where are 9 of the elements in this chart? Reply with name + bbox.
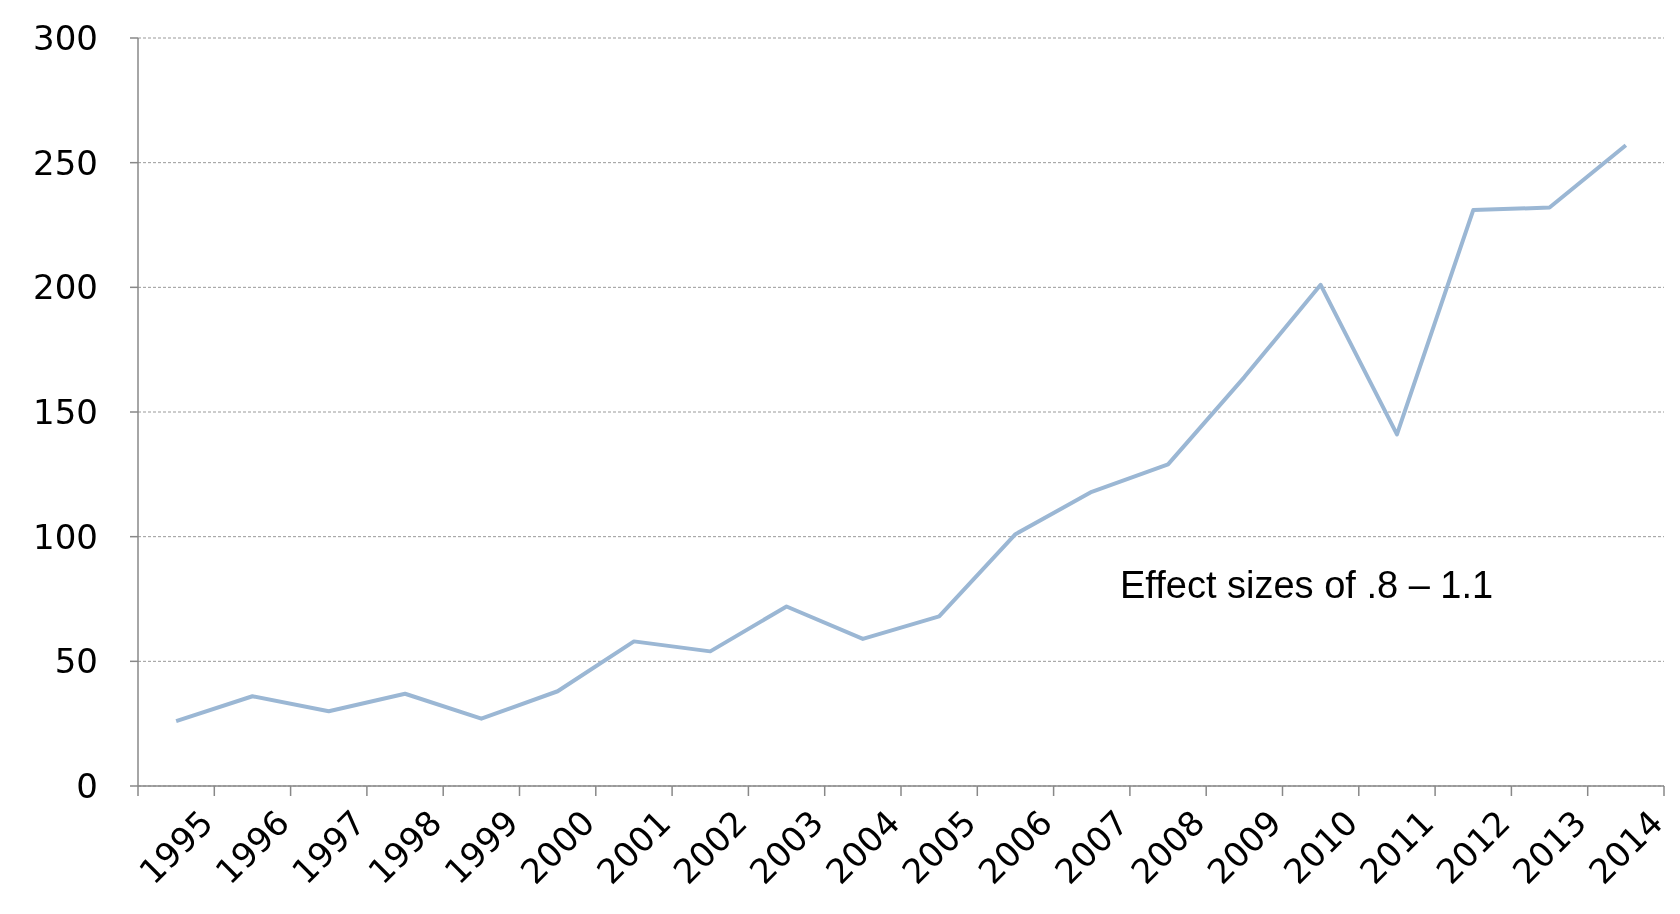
y-tick-label: 50 [54, 641, 98, 682]
y-tick-label: 200 [33, 267, 98, 308]
y-tick-label: 300 [33, 17, 98, 58]
y-tick-label: 100 [33, 516, 98, 557]
line-series [174, 143, 1628, 724]
y-tick-label: 150 [33, 391, 98, 432]
annotation: Effect sizes of .8 – 1.1 [1120, 564, 1494, 606]
y-tick-label: 0 [76, 765, 98, 806]
y-tick-label: 250 [33, 142, 98, 183]
